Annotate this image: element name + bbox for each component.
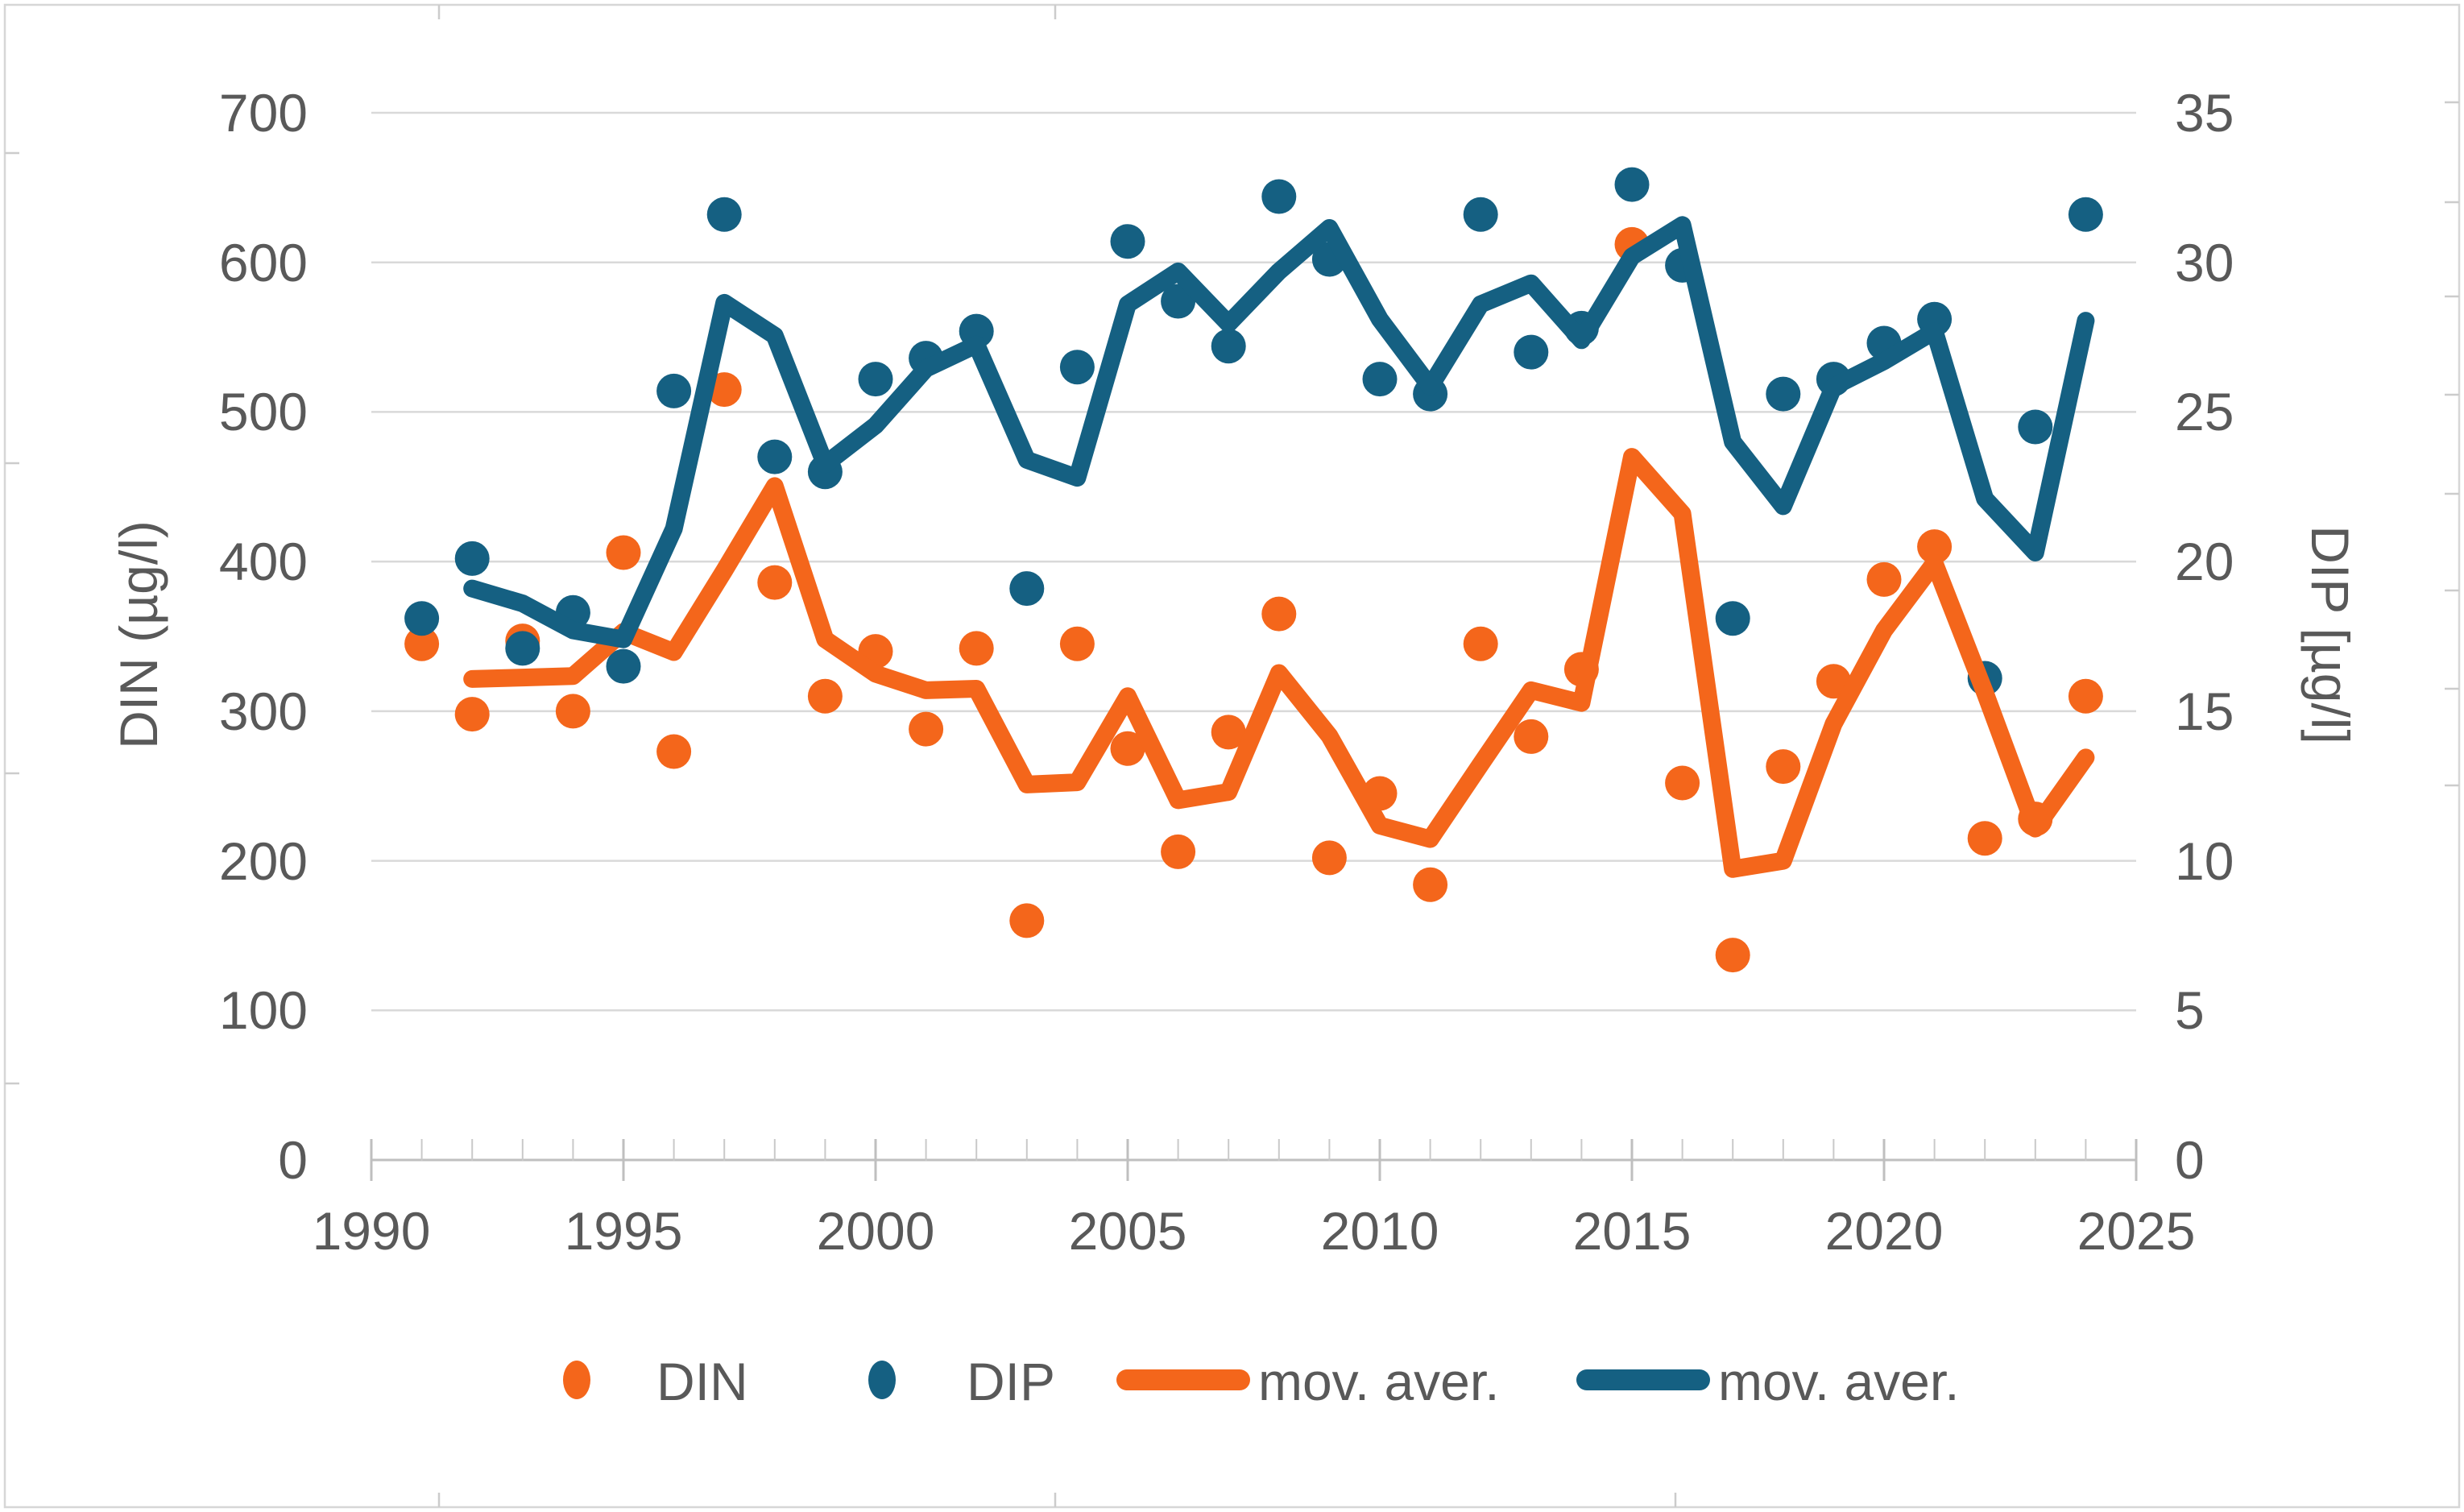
din-dot bbox=[1866, 561, 1902, 597]
din-dot bbox=[1009, 903, 1045, 938]
dip-dot bbox=[706, 197, 742, 232]
y-right-tick-label: 30 bbox=[2175, 232, 2234, 292]
y-axis-title-left: DIN (µg/l) bbox=[109, 520, 168, 749]
din-dot bbox=[1059, 626, 1095, 661]
dip-dot bbox=[1514, 334, 1549, 370]
din-dot bbox=[1967, 821, 2002, 856]
x-tick-label: 2015 bbox=[1572, 1201, 1692, 1261]
y-left-tick-label: 100 bbox=[218, 980, 308, 1041]
din-dot bbox=[1311, 840, 1347, 876]
dip-dot bbox=[1614, 167, 1650, 202]
dip-dot bbox=[1110, 224, 1145, 259]
x-tick-label: 2010 bbox=[1320, 1201, 1439, 1261]
x-tick-label: 2005 bbox=[1068, 1201, 1187, 1261]
x-tick-label: 2020 bbox=[1824, 1201, 1944, 1261]
legend-din-mov-aver-label: mov. aver. bbox=[1258, 1352, 1500, 1411]
y-right-tick-label: 10 bbox=[2175, 831, 2234, 891]
dip-dot bbox=[656, 373, 692, 408]
din-dot bbox=[1161, 834, 1196, 869]
din-dot bbox=[2068, 678, 2103, 714]
dip-dot bbox=[1009, 571, 1045, 607]
dip-dot bbox=[2068, 197, 2103, 232]
dip-dot bbox=[1463, 197, 1498, 232]
dip-dot bbox=[2018, 409, 2053, 445]
dip-dot bbox=[1362, 362, 1398, 397]
dip-dot bbox=[1211, 329, 1246, 364]
dip-dot bbox=[1261, 179, 1297, 214]
y-left-tick-label: 400 bbox=[218, 532, 308, 592]
figure-border bbox=[3, 3, 2461, 1509]
dip-dot bbox=[606, 648, 641, 684]
legend-dip-dot-marker bbox=[868, 1361, 896, 1399]
dip-dot bbox=[404, 601, 440, 636]
y-left-tick-label: 500 bbox=[218, 382, 308, 442]
din-dot bbox=[909, 711, 944, 747]
dip-mov-aver-line bbox=[463, 216, 2095, 648]
y-right-tick-label: 0 bbox=[2175, 1130, 2205, 1190]
dip-dot bbox=[858, 362, 893, 397]
din-dot bbox=[1110, 731, 1145, 766]
x-tick-label: 2000 bbox=[816, 1201, 935, 1261]
y-left-tick-label: 700 bbox=[218, 83, 308, 143]
din-dot bbox=[555, 694, 590, 729]
legend-din-mov-aver-line-marker bbox=[1116, 1369, 1250, 1390]
din-dot bbox=[1766, 749, 1801, 785]
din-dot bbox=[1917, 529, 1953, 565]
y-right-tick-label: 35 bbox=[2175, 83, 2234, 143]
dip-dot bbox=[1715, 601, 1750, 636]
din-dot bbox=[1715, 938, 1750, 973]
x-tick-label: 1990 bbox=[312, 1201, 431, 1261]
dip-dot bbox=[757, 439, 793, 474]
din-dot bbox=[1261, 596, 1297, 632]
y-left-tick-label: 300 bbox=[218, 681, 308, 741]
y-left-tick-label: 0 bbox=[278, 1130, 308, 1190]
y-left-tick-label: 200 bbox=[218, 831, 308, 891]
legend-dip-label: DIP bbox=[967, 1352, 1056, 1411]
y-right-tick-label: 20 bbox=[2175, 532, 2234, 592]
din-dot bbox=[1514, 719, 1549, 754]
din-dot bbox=[454, 697, 490, 732]
din-dot bbox=[1665, 765, 1700, 801]
dip-dot bbox=[505, 631, 540, 666]
din-dot bbox=[404, 626, 440, 661]
y-right-tick-label: 5 bbox=[2175, 980, 2205, 1041]
din-dot bbox=[1463, 626, 1498, 661]
din-dot bbox=[807, 678, 843, 714]
din-dot bbox=[1413, 867, 1448, 902]
legend-dip-mov-aver-line-marker bbox=[1576, 1369, 1710, 1390]
x-tick-label: 2025 bbox=[2077, 1201, 2196, 1261]
din-mov-aver-line bbox=[463, 448, 2095, 878]
y-axis-title-right: DIP [µg/l] bbox=[2300, 525, 2360, 744]
dip-dot bbox=[1059, 350, 1095, 385]
dip-dot bbox=[1766, 376, 1801, 412]
y-right-tick-label: 15 bbox=[2175, 681, 2234, 741]
legend-din-label: DIN bbox=[656, 1352, 748, 1411]
x-tick-label: 1995 bbox=[564, 1201, 683, 1261]
din-dot bbox=[606, 535, 641, 570]
legend-dip-mov-aver-label: mov. aver. bbox=[1718, 1352, 1960, 1411]
din-dot bbox=[656, 734, 692, 769]
din-dot bbox=[757, 565, 793, 600]
dip-dot bbox=[454, 541, 490, 576]
din-dot bbox=[1211, 715, 1246, 750]
y-left-tick-label: 600 bbox=[218, 232, 308, 292]
y-right-tick-label: 25 bbox=[2175, 382, 2234, 442]
din-dot bbox=[959, 631, 994, 666]
legend-din-dot-marker bbox=[563, 1361, 590, 1399]
